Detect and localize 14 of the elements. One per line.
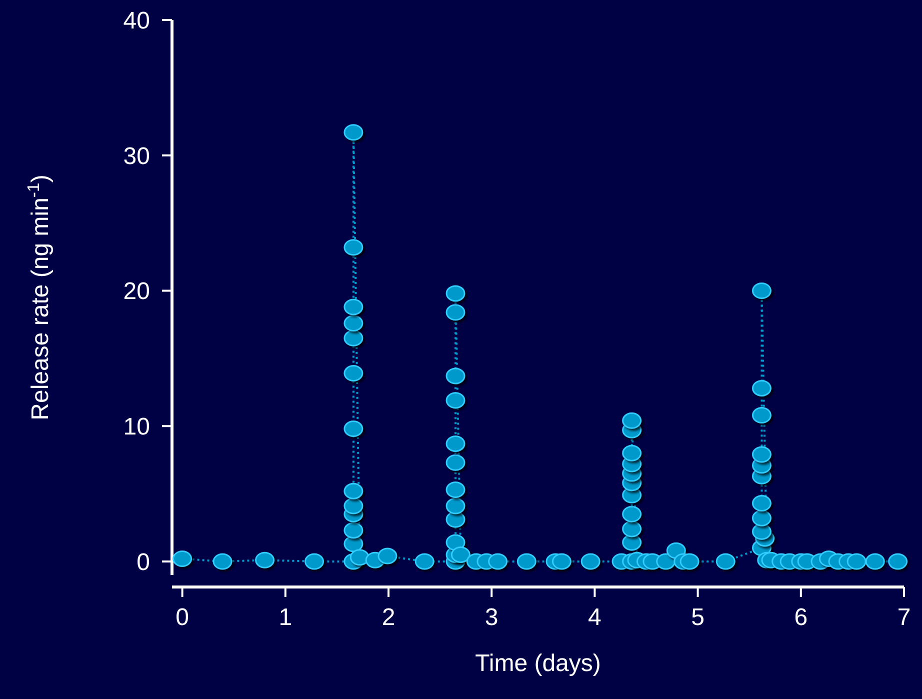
x-tick-label: 7 (897, 604, 911, 631)
y-tick-label: 0 (136, 548, 150, 576)
y-tick-label: 10 (123, 414, 150, 440)
x-tick-label: 3 (484, 604, 498, 631)
y-tick-label: 40 (123, 7, 150, 34)
x-tick-label: 2 (382, 604, 396, 631)
x-axis-title: Time (days) (475, 650, 601, 677)
x-tick-label: 5 (691, 604, 704, 631)
x-tick-label: 1 (278, 604, 292, 631)
y-tick-label: 20 (123, 278, 150, 306)
x-tick-label: 6 (794, 604, 808, 631)
x-tick-label: 0 (176, 604, 189, 631)
y-tick-label: 30 (123, 142, 150, 170)
x-tick-label: 4 (588, 604, 602, 631)
